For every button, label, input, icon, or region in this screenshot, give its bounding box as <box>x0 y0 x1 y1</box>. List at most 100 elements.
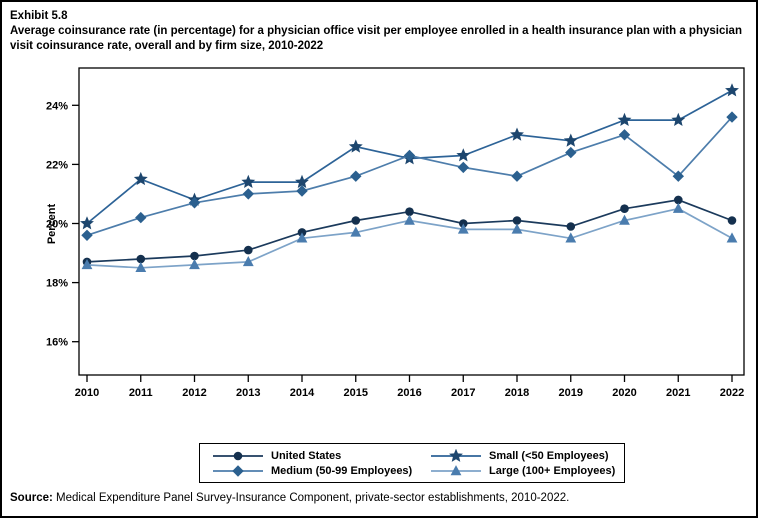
data-point-medium-50-99-employees <box>81 229 93 241</box>
y-tick-label: 16% <box>46 337 68 349</box>
triangle-marker <box>350 226 362 237</box>
legend-label-medium-50-99-employees: Medium (50-99 Employees) <box>271 464 413 477</box>
circle-marker <box>244 245 253 255</box>
star-marker <box>563 133 578 147</box>
legend-item-medium-50-99-employees: Medium (50-99 Employees) <box>212 464 430 478</box>
legend-swatch-medium-50-99-employees <box>213 464 263 477</box>
data-point-medium-50-99-employees <box>565 146 577 159</box>
data-point-large-100-employees <box>726 232 738 243</box>
triangle-marker <box>189 259 200 270</box>
x-tick-label: 2012 <box>182 387 206 399</box>
diamond-marker <box>457 161 469 174</box>
diamond-marker <box>81 229 93 241</box>
x-tick-label: 2018 <box>505 387 529 399</box>
data-point-medium-50-99-employees <box>135 211 147 224</box>
data-point-medium-50-99-employees <box>188 197 201 209</box>
diamond-marker <box>135 211 147 224</box>
data-point-large-100-employees <box>672 202 684 213</box>
chart-title: Average coinsurance rate (in percentage)… <box>10 25 742 52</box>
diamond-marker <box>350 170 362 182</box>
data-point-united-states <box>405 207 414 216</box>
data-point-medium-50-99-employees <box>672 170 684 182</box>
triangle-marker <box>450 464 462 475</box>
triangle-marker <box>619 214 630 225</box>
diamond-marker <box>565 146 577 159</box>
data-point-small-50-employees <box>510 127 524 141</box>
legend-item-small-50-employees: Small (<50 Employees) <box>430 448 616 463</box>
triangle-marker <box>81 259 93 270</box>
data-point-large-100-employees <box>135 261 147 272</box>
circle-marker <box>566 222 576 231</box>
legend-swatch-large-100-employees <box>431 464 481 475</box>
circle-marker <box>674 195 683 205</box>
triangle-marker <box>672 202 684 213</box>
data-point-small-50-employees <box>671 112 686 127</box>
data-point-united-states <box>512 216 522 225</box>
data-point-small-50-employees <box>725 83 739 97</box>
data-point-united-states <box>190 251 199 261</box>
triangle-marker <box>565 232 577 243</box>
legend-label-small-50-employees: Small (<50 Employees) <box>489 449 609 462</box>
triangle-marker <box>296 232 308 243</box>
data-point-united-states <box>566 222 576 231</box>
diamond-marker <box>242 188 254 200</box>
star-marker <box>449 448 463 462</box>
x-tick-label: 2019 <box>559 387 583 399</box>
star-marker <box>617 112 632 127</box>
triangle-marker <box>511 223 523 234</box>
y-tick-label: 20% <box>46 219 68 231</box>
data-point-small-50-employees <box>241 174 256 189</box>
series-layer <box>80 83 739 272</box>
circle-marker <box>727 216 737 225</box>
data-point-small-50-employees <box>80 216 94 230</box>
plot-frame <box>78 67 745 376</box>
data-point-large-100-employees <box>511 223 523 234</box>
diamond-marker <box>672 170 684 182</box>
diamond-marker <box>296 185 308 197</box>
star-marker <box>80 216 94 230</box>
x-tick-label: 2015 <box>344 387 368 399</box>
legend-marker-triangle <box>450 464 462 475</box>
legend-item-united-states: United States <box>212 449 430 463</box>
data-point-united-states <box>244 245 253 255</box>
legend-label-united-states: United States <box>271 449 342 462</box>
data-point-medium-50-99-employees <box>296 185 308 197</box>
data-point-small-50-employees <box>295 174 309 189</box>
triangle-marker <box>135 261 147 272</box>
data-point-united-states <box>620 204 629 213</box>
legend-box: United States Small (<50 Employees) Medium… <box>199 443 625 483</box>
triangle-marker <box>457 223 469 234</box>
circle-marker <box>512 216 522 225</box>
data-point-large-100-employees <box>81 259 93 270</box>
star-marker <box>725 83 739 97</box>
data-point-medium-50-99-employees <box>726 111 738 123</box>
legend-swatch-united-states <box>213 451 263 460</box>
x-tick-label: 2021 <box>666 387 690 399</box>
data-point-united-states <box>727 216 737 225</box>
diamond-marker <box>726 111 738 123</box>
triangle-marker <box>404 214 415 225</box>
data-point-small-50-employees <box>133 171 148 186</box>
exhibit-label: Exhibit 5.8 <box>10 10 68 22</box>
star-marker <box>241 174 256 189</box>
data-point-large-100-employees <box>619 214 630 225</box>
x-tick-label: 2010 <box>75 387 99 399</box>
source-label: Source: <box>10 492 53 504</box>
diamond-marker <box>188 197 201 209</box>
data-point-medium-50-99-employees <box>242 188 254 200</box>
x-tick-label: 2020 <box>612 387 636 399</box>
data-point-small-50-employees <box>563 133 578 147</box>
data-point-large-100-employees <box>457 223 469 234</box>
star-marker <box>133 171 148 186</box>
data-point-medium-50-99-employees <box>350 170 362 182</box>
circle-marker <box>297 228 307 237</box>
x-tick-label: 2014 <box>290 387 315 399</box>
legend-swatch-small-50-employees <box>431 448 481 462</box>
circle-marker <box>190 251 199 261</box>
legend-marker-star <box>449 448 463 462</box>
x-tick-label: 2022 <box>720 387 744 399</box>
circle-marker <box>233 451 243 460</box>
star-marker <box>671 112 686 127</box>
triangle-marker <box>242 256 254 267</box>
data-point-large-100-employees <box>189 259 200 270</box>
